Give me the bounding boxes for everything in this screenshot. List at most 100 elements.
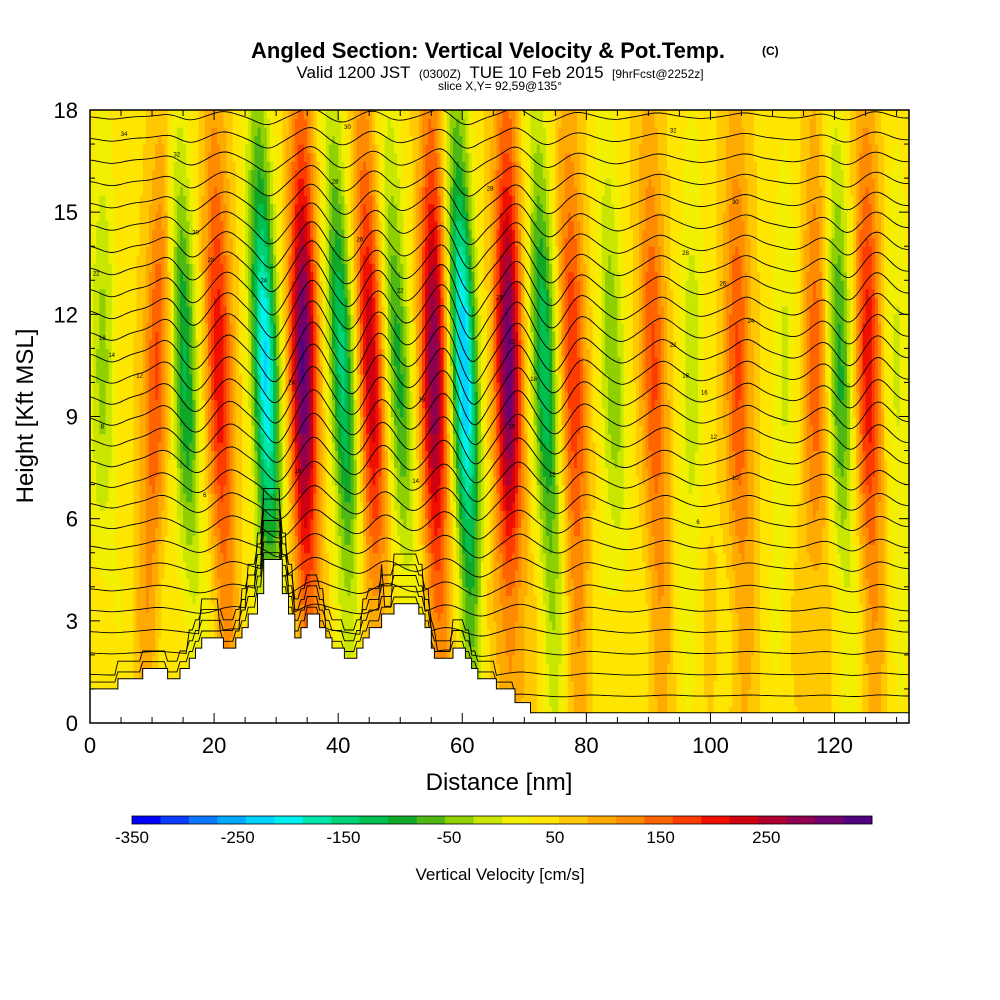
velocity-cell [887,629,891,639]
velocity-cell [698,705,702,716]
velocity-cell [713,663,718,673]
velocity-cell [732,680,736,690]
velocity-cell [108,612,113,622]
velocity-cell [753,671,758,682]
velocity-cell [536,680,541,690]
velocity-cell [468,586,473,596]
velocity-cell [791,697,795,707]
velocity-cell [226,629,231,639]
velocity-cell [601,586,606,596]
velocity-cell [449,620,454,630]
velocity-cell [704,637,708,647]
velocity-cell [580,671,584,682]
velocity-cell [784,612,789,622]
velocity-cell [753,629,758,639]
velocity-cell [335,620,339,630]
velocity-cell [577,663,581,673]
velocity-cell [573,586,578,596]
velocity-cell [893,663,898,673]
velocity-cell [515,646,519,656]
velocity-cell [698,654,702,664]
velocity-cell [353,595,358,605]
velocity-cell [828,663,833,673]
velocity-cell [601,654,606,664]
velocity-cell [837,629,842,639]
velocity-cell [698,612,702,622]
velocity-cell [124,620,128,630]
velocity-cell [905,688,909,699]
velocity-cell [868,663,873,673]
velocity-cell [124,671,128,682]
velocity-cell [105,671,110,682]
velocity-cell [660,603,665,613]
velocity-cell [608,629,612,639]
velocity-cell [902,595,907,605]
velocity-cell [639,688,643,699]
velocity-cell [837,620,842,630]
velocity-cell [822,688,826,699]
velocity-cell [397,586,401,596]
velocity-cell [893,646,898,656]
velocity-cell [701,663,705,673]
velocity-cell [825,697,829,707]
velocity-cell [232,586,237,596]
velocity-cell [245,595,249,605]
velocity-cell [735,671,739,682]
velocity-cell [567,620,572,630]
velocity-cell [601,688,606,699]
velocity-cell [130,595,135,605]
velocity-cell [564,620,569,630]
velocity-cell [577,680,581,690]
velocity-cell [688,705,693,716]
velocity-cell [176,603,181,613]
velocity-cell [775,654,780,664]
velocity-cell [663,612,668,622]
velocity-cell [819,663,823,673]
velocity-cell [586,697,591,707]
velocity-cell [850,688,854,699]
velocity-cell [604,680,609,690]
velocity-cell [96,595,100,605]
velocity-cell [856,620,860,630]
velocity-cell [583,680,587,690]
velocity-cell [902,620,907,630]
velocity-cell [604,586,609,596]
velocity-cell [608,603,612,613]
velocity-cell [294,612,299,622]
velocity-cell [558,705,563,716]
velocity-cell [846,697,851,707]
velocity-cell [831,680,836,690]
velocity-cell [226,637,231,647]
velocity-cell [899,595,904,605]
velocity-cell [518,671,522,682]
velocity-cell [648,612,653,622]
velocity-cell [142,586,147,596]
velocity-cell [881,603,885,613]
velocity-cell [756,688,761,699]
velocity-cell [598,680,603,690]
velocity-cell [781,688,786,699]
velocity-cell [99,586,104,596]
velocity-cell [859,612,864,622]
velocity-cell [505,595,510,605]
velocity-cell [756,595,761,605]
velocity-cell [704,612,708,622]
velocity-cell [564,654,569,664]
velocity-cell [499,646,504,656]
velocity-cell [812,688,817,699]
velocity-cell [440,586,445,596]
velocity-cell [496,586,501,596]
velocity-cell [583,595,587,605]
velocity-cell [840,603,845,613]
velocity-cell [738,680,743,690]
velocity-cell [294,629,299,639]
velocity-cell [319,586,324,596]
velocity-cell [881,697,885,707]
velocity-cell [601,620,606,630]
velocity-cell [673,688,677,699]
velocity-cell [750,680,755,690]
velocity-cell [760,663,764,673]
velocity-cell [648,705,653,716]
velocity-cell [862,654,867,664]
velocity-cell [186,612,190,622]
